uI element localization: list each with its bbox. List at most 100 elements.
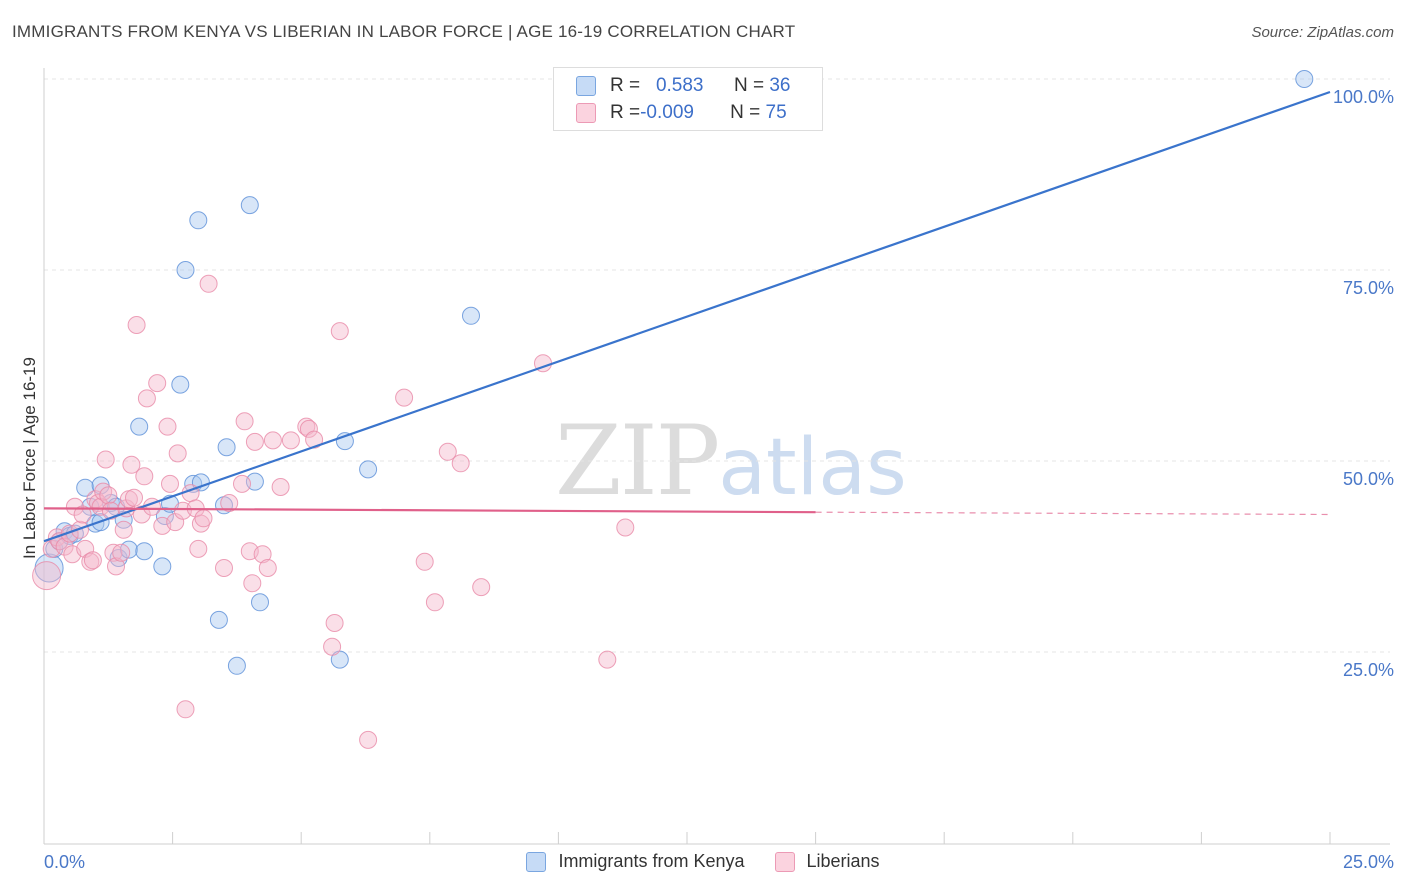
liberian-point — [263, 431, 282, 450]
y-tick-50: 50.0% — [1342, 469, 1394, 489]
liberian-point — [158, 417, 177, 436]
liberian-point — [107, 557, 125, 576]
kenya-point — [209, 610, 228, 629]
liberian-point — [32, 561, 62, 591]
liberian-point — [472, 578, 491, 597]
stats-r-value: 0.583 — [655, 75, 704, 96]
liberian-point — [323, 637, 342, 656]
liberian-point — [168, 444, 187, 463]
kenya-point — [176, 261, 195, 279]
kenya-point — [227, 656, 246, 675]
liberian-point — [235, 412, 254, 431]
liberian-point — [96, 450, 115, 469]
liberian-point — [359, 730, 378, 749]
y-tick-75: 75.0% — [1342, 278, 1394, 298]
liberian-point — [101, 501, 120, 520]
x-tick-min: 0.0% — [44, 852, 86, 872]
legend-item-kenya[interactable]: Immigrants from Kenya — [526, 851, 745, 872]
x-tick-max: 25.0% — [1342, 852, 1394, 872]
stats-r-value: -0.009 — [640, 102, 694, 123]
liberian-point — [83, 551, 102, 570]
kenya-point — [462, 306, 480, 325]
stats-n-label: N = — [733, 75, 765, 96]
kenya-point — [153, 557, 172, 576]
liberian-point — [104, 543, 123, 562]
liberian-point — [325, 614, 344, 632]
y-tick-25: 25.0% — [1342, 660, 1394, 680]
liberian-point — [598, 650, 617, 669]
liberian-point — [65, 497, 84, 516]
stats-r-label: R = — [610, 102, 641, 123]
liberian-point — [299, 419, 318, 438]
stats-n-value: 36 — [769, 75, 791, 96]
liberian-point — [438, 442, 457, 461]
kenya-point — [76, 478, 95, 497]
kenya-point — [189, 211, 208, 230]
liberian-point — [122, 455, 141, 474]
legend-label-kenya: Immigrants from Kenya — [558, 851, 745, 871]
liberian-point — [125, 488, 143, 507]
legend-swatch-liberians — [774, 851, 795, 872]
stats-box: R = 0.583 N = 36 R = -0.009 N = 75 — [553, 67, 823, 131]
kenya-point — [217, 438, 236, 457]
liberian-point — [194, 509, 213, 528]
liberian-point — [114, 520, 133, 539]
y-tick-100: 100.0% — [1332, 87, 1394, 107]
legend-item-liberians[interactable]: Liberians — [774, 851, 880, 872]
liberian-point — [616, 518, 635, 537]
liberian-point — [425, 593, 444, 612]
liberian-point — [60, 524, 79, 543]
liberian-point — [99, 486, 118, 505]
liberian-point — [258, 559, 277, 577]
liberian-point — [220, 494, 239, 512]
liberian-point — [281, 431, 300, 450]
liberian-point — [176, 700, 195, 719]
liberian-point — [415, 552, 434, 571]
liberian-point — [243, 574, 262, 593]
liberian-point — [73, 505, 92, 524]
liberian-point — [191, 514, 210, 533]
watermark-atlas: atlas — [718, 423, 907, 513]
kenya-point — [130, 417, 149, 436]
liberian-point — [148, 374, 167, 393]
liberian-point — [127, 316, 146, 334]
liberian-point — [271, 478, 290, 496]
kenya-trend-line — [43, 90, 1331, 543]
legend-swatch-kenya — [526, 851, 547, 872]
kenya-point — [240, 196, 259, 215]
liberian-point — [215, 559, 233, 577]
stats-n-value: 75 — [765, 102, 787, 123]
liberian-point — [297, 417, 316, 436]
kenya-point — [359, 460, 378, 479]
liberian-point — [112, 543, 131, 562]
stats-swatch-liberians — [576, 103, 596, 123]
legend-label-liberians: Liberians — [806, 851, 880, 871]
liberian-point — [451, 454, 470, 473]
liberian-point — [135, 467, 154, 486]
liberian-point — [245, 432, 264, 451]
y-axis-label: In Labor Force | Age 16-19 — [20, 357, 39, 559]
legend: Immigrants from Kenya Liberians — [0, 851, 1406, 872]
kenya-point — [171, 375, 190, 394]
liberian-point — [253, 545, 272, 564]
liberian-trend-extension — [815, 511, 1331, 516]
chart-title: IMMIGRANTS FROM KENYA VS LIBERIAN IN LAB… — [12, 22, 796, 41]
kenya-point — [1295, 70, 1314, 88]
stats-n-label: N = — [730, 102, 761, 123]
kenya-point — [251, 593, 269, 612]
stats-row-liberians: R = -0.009 N = 75 — [576, 100, 787, 126]
kenya-point — [135, 542, 154, 561]
stats-row-kenya: R = 0.583 N = 36 — [576, 73, 790, 99]
liberian-point — [330, 322, 349, 341]
stats-swatch-kenya — [576, 76, 596, 96]
liberian-point — [233, 474, 251, 493]
liberian-point — [199, 274, 218, 293]
liberian-point — [161, 474, 179, 493]
source-label: Source: ZipAtlas.com — [1251, 24, 1394, 41]
liberian-point — [395, 388, 414, 407]
stats-r-label: R = — [610, 75, 641, 96]
liberian-point — [189, 539, 208, 558]
liberian-point — [137, 389, 156, 408]
liberian-trend-line — [43, 507, 816, 514]
